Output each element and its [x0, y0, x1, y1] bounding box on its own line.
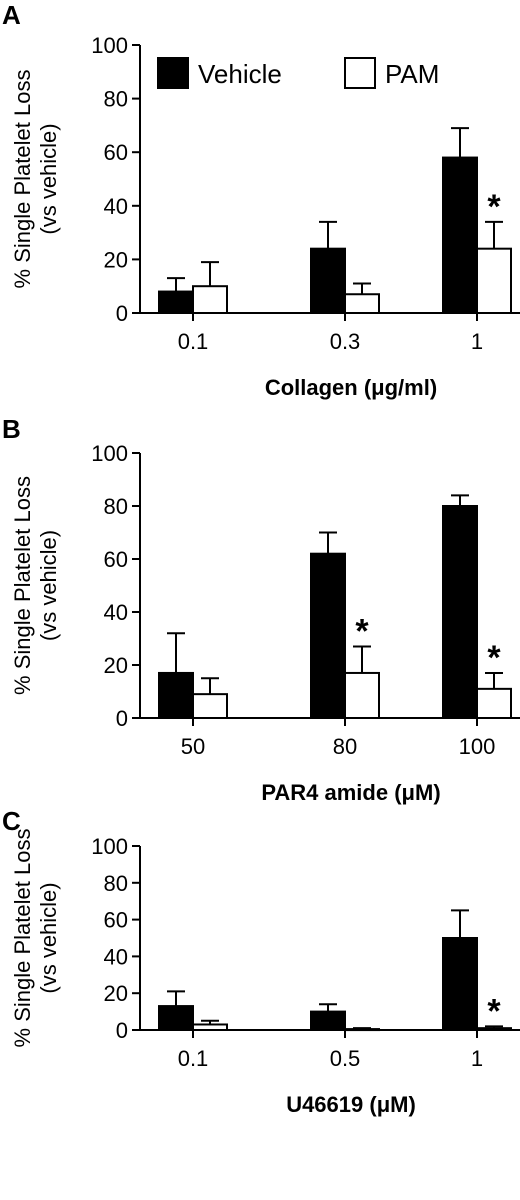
y-tick-label: 20 [104, 981, 128, 1006]
y-tick-label: 40 [104, 194, 128, 219]
y-tick-label: 80 [104, 87, 128, 112]
y-tick-label: 0 [116, 301, 128, 326]
panel-letter: B [2, 414, 21, 444]
x-tick-label: 1 [471, 1046, 483, 1071]
y-axis-label: % Single Platelet Loss [10, 829, 35, 1048]
y-tick-label: 100 [91, 441, 128, 466]
bar-vehicle [158, 671, 194, 720]
y-tick-label: 100 [91, 33, 128, 58]
bar-vehicle [310, 247, 346, 314]
legend-swatch-vehicle [157, 57, 189, 89]
y-axis-label: % Single Platelet Loss [10, 70, 35, 289]
x-axis-label: Collagen (μg/ml) [265, 375, 437, 400]
bar-vehicle [158, 290, 194, 314]
y-tick-label: 0 [116, 706, 128, 731]
significance-marker: * [487, 188, 501, 226]
y-tick-label: 80 [104, 871, 128, 896]
y-tick-label: 0 [116, 1018, 128, 1043]
y-tick-label: 40 [104, 944, 128, 969]
y-tick-label: 60 [104, 908, 128, 933]
x-tick-label: 80 [333, 734, 357, 759]
y-tick-label: 60 [104, 547, 128, 572]
y-tick-label: 60 [104, 140, 128, 165]
y-tick-label: 40 [104, 600, 128, 625]
bar-vehicle [442, 937, 478, 1031]
legend-swatch-pam [344, 57, 376, 89]
bar-pam [344, 671, 380, 720]
significance-marker: * [487, 639, 501, 677]
y-tick-label: 20 [104, 653, 128, 678]
significance-marker: * [487, 992, 501, 1030]
bar-pam [192, 693, 228, 720]
bar-vehicle [158, 1005, 194, 1032]
x-tick-label: 100 [459, 734, 496, 759]
x-tick-label: 0.5 [330, 1046, 361, 1071]
bar-vehicle [442, 505, 478, 719]
bar-pam [476, 247, 512, 314]
y-axis-label: (vs vehicle) [36, 882, 61, 993]
legend-label-vehicle: Vehicle [198, 59, 282, 89]
x-tick-label: 0.1 [178, 1046, 209, 1071]
chart-panel-c: C% Single Platelet Loss (vs vehicle) 0 20 40… [2, 806, 520, 1117]
bar-pam [476, 687, 512, 719]
chart-panel-a: A % Single Platelet Loss (vs vehicle) 0 20 40… [2, 0, 520, 400]
bar-pam [192, 285, 228, 315]
y-axis-label: % Single Platelet Loss [10, 476, 35, 695]
x-axis-label: PAR4 amide (μM) [261, 780, 440, 805]
chart-panel-b: B % Single Platelet Loss (vs vehicle) 0 20 40… [2, 414, 520, 805]
panel-letter: A [2, 0, 21, 30]
y-axis-label: (vs vehicle) [36, 123, 61, 234]
panel-letter: C [2, 806, 21, 836]
y-tick-label: 100 [91, 834, 128, 859]
bar-vehicle [442, 156, 478, 314]
y-tick-label: 20 [104, 247, 128, 272]
x-tick-label: 0.3 [330, 329, 361, 354]
legend: Vehicle PAM [157, 57, 439, 89]
x-tick-label: 50 [181, 734, 205, 759]
y-axis-label: (vs vehicle) [36, 530, 61, 641]
x-tick-label: 1 [471, 329, 483, 354]
x-axis-label: U46619 (μM) [286, 1092, 416, 1117]
legend-label-pam: PAM [385, 59, 439, 89]
x-tick-label: 0.1 [178, 329, 209, 354]
bar-pam [344, 1028, 380, 1032]
y-tick-label: 80 [104, 494, 128, 519]
significance-marker: * [355, 612, 369, 650]
bar-vehicle [310, 1010, 346, 1031]
bar-vehicle [310, 552, 346, 720]
bar-pam [476, 1027, 512, 1032]
bar-pam [344, 293, 380, 314]
bar-pam [192, 1023, 228, 1031]
